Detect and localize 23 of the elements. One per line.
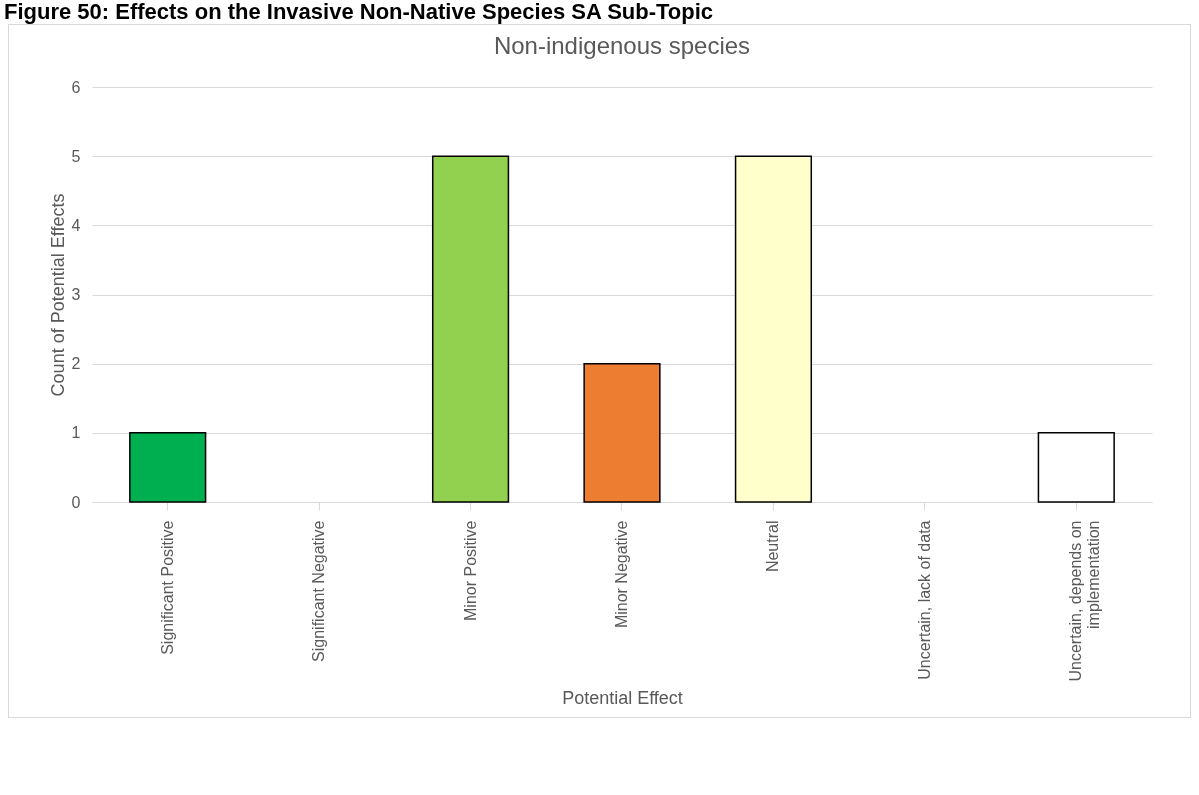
y-tick-label: 1 [71,424,81,442]
bar [431,155,510,503]
bar [129,432,207,503]
bar [583,362,661,503]
x-tick-label: Uncertain, lack of data [915,520,933,680]
y-tick-label: 0 [71,493,81,511]
y-tick-label: 6 [71,78,81,96]
x-tick-label: Minor Negative [613,520,630,629]
x-tick-label: Significant Positive [158,520,176,655]
y-tick-label: 3 [71,286,81,303]
caption: Figure 50: Effects on the Invasive Non-Native Species SA Sub-Topic [4,0,715,24]
x-tick-label: Uncertain, depends on implementation [1067,520,1103,682]
x-tick-label: Neutral [764,520,782,573]
x-axis-title: Potential Effect [562,687,683,708]
chart-title: Non-indigenous species [493,32,751,59]
x-tick-label: Significant Negative [310,520,328,662]
y-axis-title: Count of Potential Effects [47,193,68,397]
y-tick-label: 4 [71,216,81,234]
y-tick-label: 2 [71,355,81,373]
bar [734,155,813,503]
x-tick-label: Minor Positive [461,520,479,621]
y-tick-label: 5 [71,147,81,165]
bar [1037,432,1115,503]
